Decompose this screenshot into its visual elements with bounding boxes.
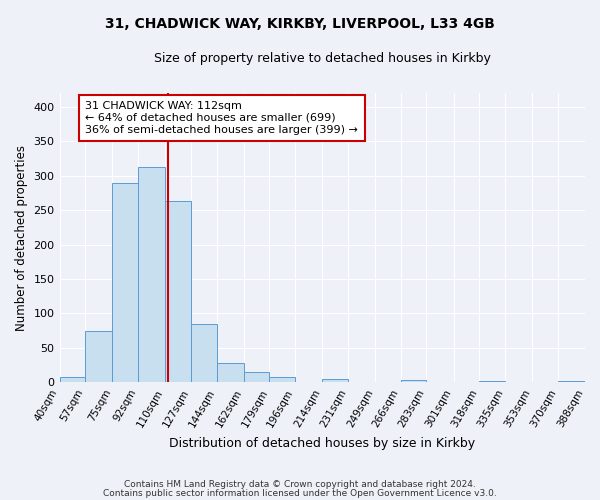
Bar xyxy=(138,167,165,382)
X-axis label: Distribution of detached houses by size in Kirkby: Distribution of detached houses by size … xyxy=(169,437,475,450)
Bar xyxy=(401,380,427,382)
Bar xyxy=(244,372,269,382)
Bar xyxy=(269,377,295,382)
Bar xyxy=(59,377,85,382)
Bar xyxy=(165,201,191,382)
Bar xyxy=(322,379,348,382)
Bar xyxy=(479,381,505,382)
Bar xyxy=(217,363,244,382)
Bar xyxy=(558,381,585,382)
Bar xyxy=(112,182,138,382)
Text: Contains public sector information licensed under the Open Government Licence v3: Contains public sector information licen… xyxy=(103,488,497,498)
Text: 31 CHADWICK WAY: 112sqm
← 64% of detached houses are smaller (699)
36% of semi-d: 31 CHADWICK WAY: 112sqm ← 64% of detache… xyxy=(85,102,358,134)
Bar xyxy=(191,324,217,382)
Text: 31, CHADWICK WAY, KIRKBY, LIVERPOOL, L33 4GB: 31, CHADWICK WAY, KIRKBY, LIVERPOOL, L33… xyxy=(105,18,495,32)
Bar xyxy=(85,330,112,382)
Y-axis label: Number of detached properties: Number of detached properties xyxy=(15,144,28,330)
Title: Size of property relative to detached houses in Kirkby: Size of property relative to detached ho… xyxy=(154,52,491,66)
Text: Contains HM Land Registry data © Crown copyright and database right 2024.: Contains HM Land Registry data © Crown c… xyxy=(124,480,476,489)
